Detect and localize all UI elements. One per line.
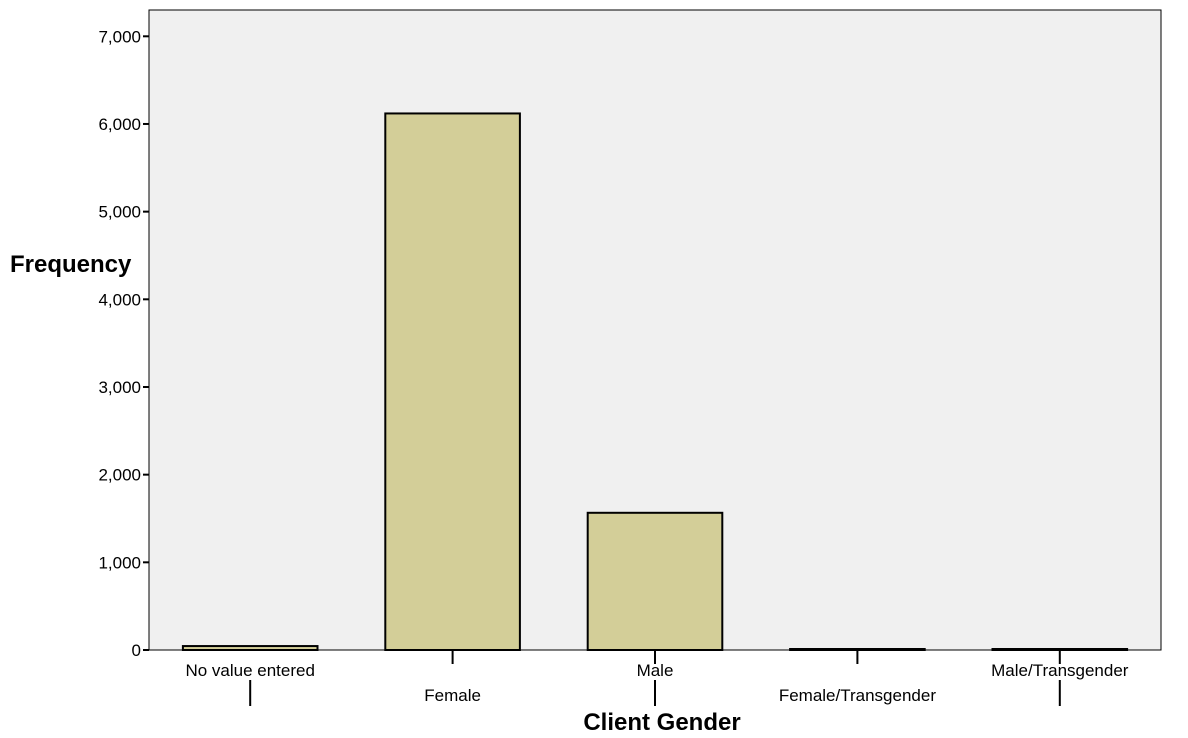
x-tick-label: Male [637, 661, 674, 680]
y-tick-label: 5,000 [98, 203, 141, 222]
y-tick-label: 2,000 [98, 466, 141, 485]
bar [991, 648, 1129, 651]
x-tick-label: No value entered [185, 661, 314, 680]
x-tick-label: Female [424, 686, 481, 705]
x-tick-label: Female/Transgender [779, 686, 937, 705]
x-tick-label: Male/Transgender [991, 661, 1129, 680]
bar [181, 645, 319, 652]
bar [586, 511, 724, 651]
y-tick-label: 0 [132, 641, 141, 660]
y-axis: 0 1,000 2,000 3,000 4,000 5,000 6,000 7,000 [98, 27, 149, 660]
y-tick-label: 6,000 [98, 115, 141, 134]
y-axis-title: Frequency [10, 251, 132, 278]
y-tick-label: 3,000 [98, 378, 141, 397]
bar [789, 648, 926, 651]
y-tick-label: 7,000 [98, 27, 141, 46]
bar [384, 112, 521, 652]
x-axis-title: Client Gender [583, 709, 740, 736]
bars [181, 112, 1129, 652]
x-axis: No value entered Female Male Female/Transge… [185, 650, 1129, 706]
y-tick-label: 1,000 [98, 553, 141, 572]
y-tick-label: 4,000 [98, 290, 141, 309]
